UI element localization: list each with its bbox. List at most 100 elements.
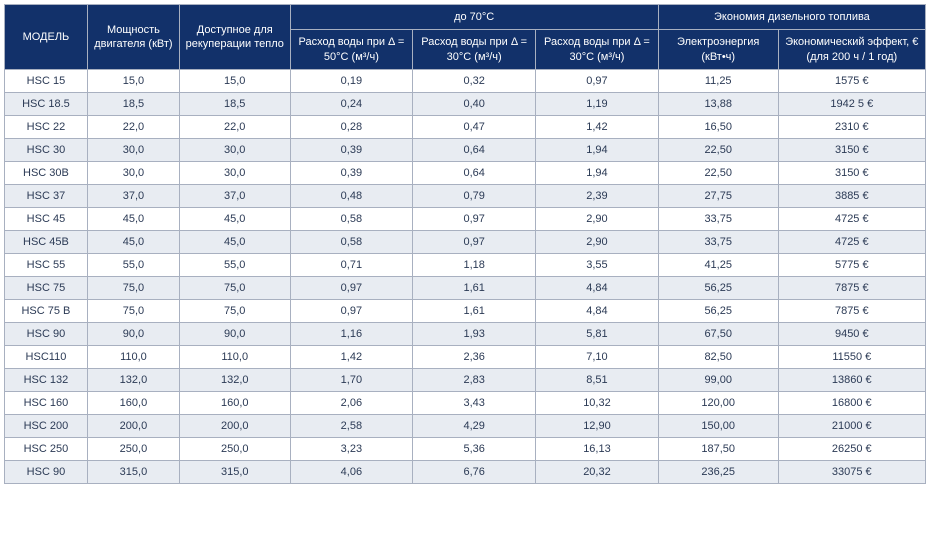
cell-econ: 7875 € — [778, 299, 925, 322]
cell-flow50: 0,71 — [290, 253, 413, 276]
cell-flow30a: 1,61 — [413, 276, 536, 299]
col-econ-header: Экономический эффект, € (для 200 ч / 1 г… — [778, 30, 925, 70]
cell-flow50: 1,42 — [290, 345, 413, 368]
cell-recup: 75,0 — [179, 276, 290, 299]
table-row: HSC 3030,030,00,390,641,9422,503150 € — [5, 138, 926, 161]
cell-recup: 37,0 — [179, 184, 290, 207]
cell-flow30b: 1,42 — [536, 115, 659, 138]
col-electricity-header: Электроэнергия (кВт•ч) — [658, 30, 778, 70]
cell-flow30a: 4,29 — [413, 414, 536, 437]
cell-flow30a: 6,76 — [413, 460, 536, 483]
cell-flow30b: 1,19 — [536, 92, 659, 115]
cell-econ: 1942 5 € — [778, 92, 925, 115]
cell-electricity: 120,00 — [658, 391, 778, 414]
cell-recup: 55,0 — [179, 253, 290, 276]
table-row: HSC 45B45,045,00,580,972,9033,754725 € — [5, 230, 926, 253]
table-row: HSC 9090,090,01,161,935,8167,509450 € — [5, 322, 926, 345]
cell-econ: 4725 € — [778, 207, 925, 230]
cell-econ: 11550 € — [778, 345, 925, 368]
cell-econ: 3885 € — [778, 184, 925, 207]
cell-electricity: 236,25 — [658, 460, 778, 483]
cell-model: HSC 90 — [5, 460, 88, 483]
cell-flow50: 2,06 — [290, 391, 413, 414]
cell-flow30b: 1,94 — [536, 161, 659, 184]
cell-recup: 18,5 — [179, 92, 290, 115]
cell-flow50: 1,16 — [290, 322, 413, 345]
cell-model: HSC 30B — [5, 161, 88, 184]
cell-model: HSC 55 — [5, 253, 88, 276]
cell-power: 75,0 — [87, 299, 179, 322]
cell-econ: 16800 € — [778, 391, 925, 414]
cell-model: HSC 250 — [5, 437, 88, 460]
cell-model: HSC 132 — [5, 368, 88, 391]
cell-flow50: 0,24 — [290, 92, 413, 115]
cell-flow30a: 0,64 — [413, 161, 536, 184]
cell-econ: 3150 € — [778, 138, 925, 161]
cell-model: HSC 75 — [5, 276, 88, 299]
cell-power: 160,0 — [87, 391, 179, 414]
cell-flow30a: 0,64 — [413, 138, 536, 161]
table-row: HSC 200200,0200,02,584,2912,90150,002100… — [5, 414, 926, 437]
cell-econ: 33075 € — [778, 460, 925, 483]
cell-electricity: 11,25 — [658, 69, 778, 92]
cell-flow30b: 16,13 — [536, 437, 659, 460]
table-row: HSC 18.518,518,50,240,401,1913,881942 5 … — [5, 92, 926, 115]
cell-flow50: 0,28 — [290, 115, 413, 138]
cell-flow30b: 2,90 — [536, 207, 659, 230]
cell-recup: 22,0 — [179, 115, 290, 138]
cell-flow50: 1,70 — [290, 368, 413, 391]
table-row: HSC 250250,0250,03,235,3616,13187,502625… — [5, 437, 926, 460]
cell-flow30a: 0,40 — [413, 92, 536, 115]
cell-electricity: 67,50 — [658, 322, 778, 345]
col-group-diesel-header: Экономия дизельного топлива — [658, 5, 925, 30]
cell-econ: 9450 € — [778, 322, 925, 345]
cell-recup: 315,0 — [179, 460, 290, 483]
cell-flow30a: 0,79 — [413, 184, 536, 207]
cell-flow30b: 2,90 — [536, 230, 659, 253]
cell-flow50: 3,23 — [290, 437, 413, 460]
cell-model: HSC 15 — [5, 69, 88, 92]
cell-power: 37,0 — [87, 184, 179, 207]
cell-power: 250,0 — [87, 437, 179, 460]
cell-model: HSC 75 B — [5, 299, 88, 322]
col-group-70c-header: до 70°C — [290, 5, 658, 30]
cell-recup: 15,0 — [179, 69, 290, 92]
cell-recup: 30,0 — [179, 138, 290, 161]
cell-econ: 21000 € — [778, 414, 925, 437]
table-row: HSC 1515,015,00,190,320,9711,251575 € — [5, 69, 926, 92]
col-model-header: МОДЕЛЬ — [5, 5, 88, 70]
col-flow30a-header: Расход воды при Δ = 30°C (м³/ч) — [413, 30, 536, 70]
cell-power: 30,0 — [87, 161, 179, 184]
cell-power: 18,5 — [87, 92, 179, 115]
cell-electricity: 22,50 — [658, 138, 778, 161]
cell-electricity: 82,50 — [658, 345, 778, 368]
cell-flow30b: 12,90 — [536, 414, 659, 437]
cell-flow30a: 0,97 — [413, 230, 536, 253]
cell-recup: 75,0 — [179, 299, 290, 322]
table-row: HSC 160160,0160,02,063,4310,32120,001680… — [5, 391, 926, 414]
col-power-header: Мощность двигателя (кВт) — [87, 5, 179, 70]
table-row: HSC 75 B75,075,00,971,614,8456,257875 € — [5, 299, 926, 322]
cell-electricity: 150,00 — [658, 414, 778, 437]
cell-econ: 7875 € — [778, 276, 925, 299]
cell-flow30a: 3,43 — [413, 391, 536, 414]
col-flow30b-header: Расход воды при Δ = 30°C (м³/ч) — [536, 30, 659, 70]
cell-flow30b: 20,32 — [536, 460, 659, 483]
cell-econ: 4725 € — [778, 230, 925, 253]
cell-electricity: 41,25 — [658, 253, 778, 276]
cell-power: 45,0 — [87, 230, 179, 253]
table-row: HSC 5555,055,00,711,183,5541,255775 € — [5, 253, 926, 276]
cell-power: 15,0 — [87, 69, 179, 92]
cell-model: HSC 18.5 — [5, 92, 88, 115]
cell-econ: 26250 € — [778, 437, 925, 460]
cell-flow30a: 1,61 — [413, 299, 536, 322]
cell-model: HSC 45B — [5, 230, 88, 253]
cell-power: 315,0 — [87, 460, 179, 483]
cell-flow50: 4,06 — [290, 460, 413, 483]
data-table: МОДЕЛЬ Мощность двигателя (кВт) Доступно… — [4, 4, 926, 484]
cell-flow30b: 3,55 — [536, 253, 659, 276]
table-row: HSC 132132,0132,01,702,838,5199,0013860 … — [5, 368, 926, 391]
cell-recup: 90,0 — [179, 322, 290, 345]
cell-flow30a: 2,36 — [413, 345, 536, 368]
cell-flow50: 0,39 — [290, 161, 413, 184]
